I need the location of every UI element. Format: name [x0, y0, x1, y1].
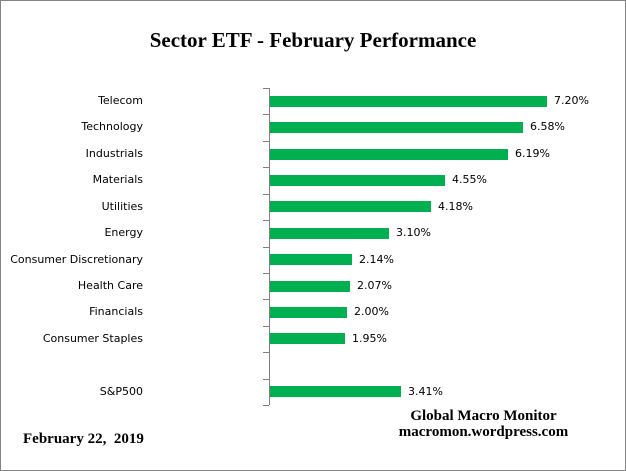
footer-credit: Global Macro Monitor macromon.wordpress.…	[381, 408, 586, 440]
y-axis-tick	[263, 167, 269, 169]
y-axis-tick	[263, 405, 269, 407]
value-label: 4.55%	[452, 173, 487, 187]
value-label: 3.41%	[408, 384, 443, 398]
credit-source-url: macromon.wordpress.com	[398, 423, 569, 440]
y-axis-tick	[263, 114, 269, 116]
value-label: 1.95%	[352, 331, 387, 345]
value-label: 2.14%	[359, 252, 394, 266]
y-axis-tick	[263, 246, 269, 248]
bar	[270, 386, 401, 398]
y-axis-tick	[263, 352, 269, 354]
credit-source-name: Global Macro Monitor	[410, 408, 557, 424]
category-label: Consumer Discretionary	[10, 252, 143, 266]
y-axis-tick	[263, 325, 269, 327]
value-label: 7.20%	[554, 94, 589, 107]
y-axis-tick	[263, 88, 269, 89]
category-label: Technology	[81, 120, 143, 134]
category-label: Energy	[104, 226, 143, 240]
value-label: 3.10%	[396, 226, 431, 240]
category-label: Industrials	[85, 146, 143, 160]
value-label: 6.58%	[530, 120, 565, 134]
bar	[270, 280, 350, 292]
bar	[270, 122, 523, 134]
bar	[270, 307, 347, 319]
chart-title: Sector ETF - February Performance	[149, 28, 477, 52]
y-axis-tick	[263, 378, 269, 380]
value-label: 6.19%	[515, 146, 550, 160]
value-label: 2.07%	[357, 278, 392, 292]
bar	[270, 174, 445, 186]
footer-date: February 22, 2019	[23, 431, 144, 447]
bar	[270, 333, 345, 345]
y-axis-line	[269, 88, 270, 406]
bar	[270, 95, 547, 107]
y-axis-tick	[263, 272, 269, 274]
bar	[270, 148, 508, 160]
bar	[270, 254, 352, 266]
category-label: Materials	[92, 173, 143, 187]
category-label: S&P500	[99, 384, 143, 398]
y-axis-tick	[263, 299, 269, 301]
category-label: Utilities	[101, 199, 143, 213]
y-axis-tick	[263, 193, 269, 195]
category-label: Telecom	[98, 94, 143, 107]
value-label: 4.18%	[438, 199, 473, 213]
y-axis-tick	[263, 140, 269, 142]
category-label: Consumer Staples	[42, 331, 143, 345]
bar	[270, 201, 431, 213]
y-axis-tick	[263, 220, 269, 222]
category-label: Health Care	[77, 278, 143, 292]
bar	[270, 227, 389, 239]
value-label: 2.00%	[354, 305, 389, 319]
category-label: Financials	[89, 305, 143, 319]
